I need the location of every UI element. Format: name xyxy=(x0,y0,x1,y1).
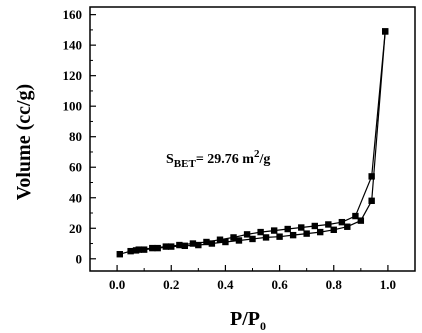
data-point xyxy=(276,233,283,240)
x-axis-title-text: P/P xyxy=(230,308,260,330)
x-tick-label: 0.6 xyxy=(271,277,288,292)
data-point xyxy=(357,217,365,224)
data-point xyxy=(270,227,278,234)
bet-annotation-superscript: 2 xyxy=(254,148,260,160)
data-point xyxy=(352,212,359,220)
y-tick-label: 40 xyxy=(69,190,82,205)
bet-annotation-value: = 29.76 m xyxy=(196,152,254,167)
bet-annotation-unit: /g xyxy=(258,152,270,167)
data-point xyxy=(181,242,188,250)
data-point xyxy=(189,240,197,247)
data-point xyxy=(149,244,156,252)
data-point xyxy=(249,235,256,243)
x-tick-label: 0.4 xyxy=(217,277,234,292)
bet-annotation: SBET= 29.76 m2/g xyxy=(166,148,270,170)
data-point xyxy=(382,28,389,35)
plot-frame xyxy=(89,6,416,272)
data-point xyxy=(135,246,142,253)
data-point xyxy=(154,244,161,252)
x-tick-label: 0.0 xyxy=(109,277,125,292)
data-point xyxy=(216,236,224,243)
data-point xyxy=(289,231,297,239)
data-point xyxy=(208,240,216,247)
data-point xyxy=(368,197,375,205)
data-point xyxy=(257,228,264,236)
x-axis-title-subscript: 0 xyxy=(260,319,266,333)
y-tick-label: 160 xyxy=(63,7,83,22)
y-tick-label: 20 xyxy=(69,221,82,236)
data-point xyxy=(330,226,337,233)
data-point xyxy=(344,223,351,230)
y-axis-title: Volume (cc/g) xyxy=(13,84,35,200)
plot-border xyxy=(89,6,416,272)
data-point xyxy=(262,234,270,241)
x-tick-label: 0.2 xyxy=(163,277,179,292)
data-point xyxy=(325,221,332,228)
data-point xyxy=(127,247,134,255)
data-point xyxy=(284,225,291,233)
data-point xyxy=(222,238,229,246)
data-point xyxy=(368,173,375,180)
data-point xyxy=(116,251,123,258)
data-point xyxy=(235,237,243,244)
y-tick-label: 120 xyxy=(63,68,83,83)
data-point xyxy=(311,222,318,230)
data-point xyxy=(243,231,251,238)
series-line-1 xyxy=(138,31,386,251)
x-tick-label: 1.0 xyxy=(380,277,396,292)
y-tick-label: 80 xyxy=(69,129,82,144)
data-point xyxy=(338,218,346,226)
tick-layer: 0.0 0.2 0.4 0.6 0.8 1.0 0 20 40 60 80 100 120 140 160 xyxy=(63,7,416,292)
y-tick-label: 60 xyxy=(69,160,82,175)
data-point xyxy=(162,243,170,250)
data-point xyxy=(230,234,237,241)
data-point xyxy=(303,230,310,237)
y-tick-label: 100 xyxy=(63,99,83,114)
data-point xyxy=(195,241,202,249)
data-point xyxy=(203,238,210,246)
y-tick-label: 0 xyxy=(76,251,83,266)
y-tick-label: 140 xyxy=(63,38,83,53)
data-point xyxy=(298,224,305,231)
data-point xyxy=(317,228,324,236)
bet-annotation-subscript: BET xyxy=(174,158,197,170)
x-axis-title-main: P/P0 xyxy=(230,308,266,333)
x-tick-label: 0.8 xyxy=(326,277,343,292)
data-point xyxy=(176,241,183,249)
series-layer xyxy=(116,28,389,258)
data-point xyxy=(140,246,148,253)
bet-annotation-s: S xyxy=(166,152,174,167)
